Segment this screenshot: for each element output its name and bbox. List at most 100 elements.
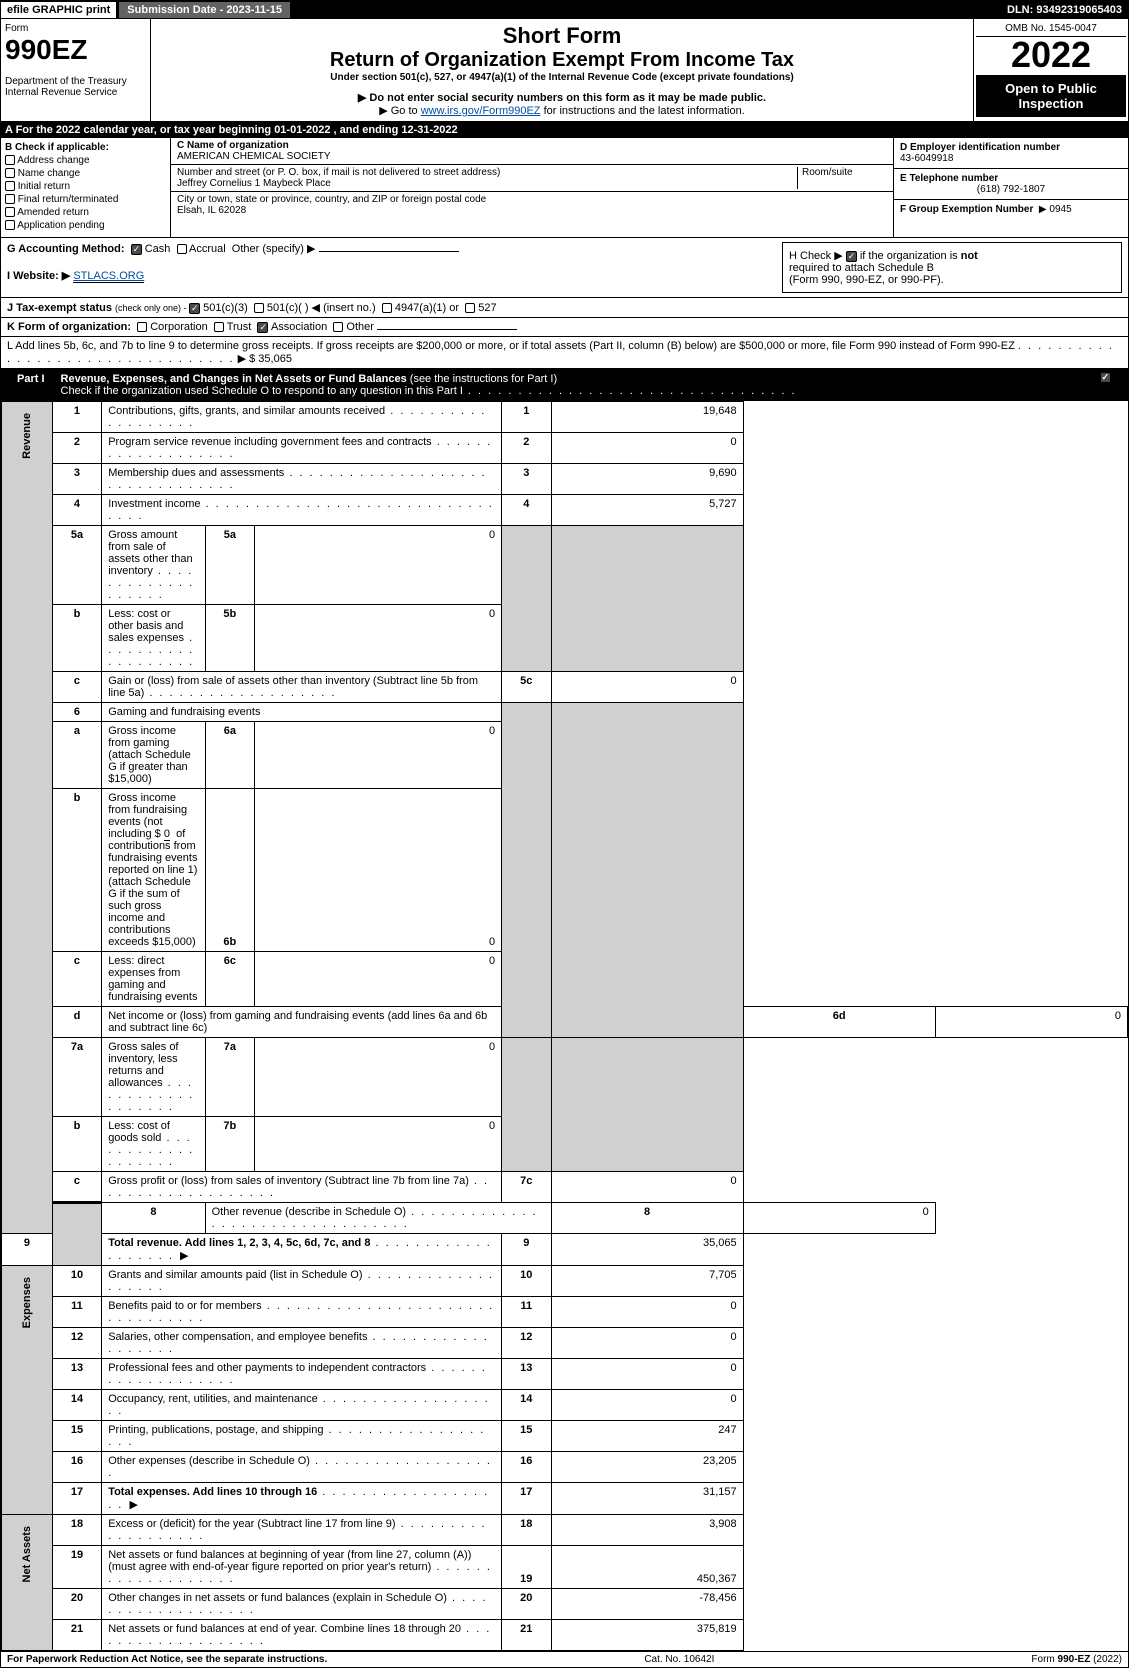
i-website-label: I Website: ▶ <box>7 270 70 282</box>
section-b: B Check if applicable: Address change Na… <box>1 138 1128 238</box>
val-14: 0 <box>551 1390 743 1421</box>
form-container: efile GRAPHIC print Submission Date - 20… <box>0 0 1129 1668</box>
k-row: K Form of organization: Corporation Trus… <box>1 318 1128 337</box>
part1-label: Part I <box>9 371 53 399</box>
lines-table: Revenue 1 Contributions, gifts, grants, … <box>1 401 1128 1651</box>
note-goto-pre: ▶ Go to <box>379 105 420 117</box>
val-7b: 0 <box>255 1117 502 1172</box>
d-ein-value: 43-6049918 <box>900 153 953 164</box>
efile-label[interactable]: efile GRAPHIC print <box>1 2 118 18</box>
cbx-501c[interactable] <box>254 303 264 313</box>
cbx-cash[interactable] <box>131 244 142 255</box>
b-checkboxes: B Check if applicable: Address change Na… <box>1 138 171 237</box>
part1-check-text: Check if the organization used Schedule … <box>61 385 463 397</box>
e-phone-label: E Telephone number <box>900 173 998 184</box>
inspection-badge: Open to Public Inspection <box>976 75 1126 117</box>
header: Form 990EZ Department of the Treasury In… <box>1 19 1128 122</box>
cbx-application-pending[interactable] <box>5 220 15 230</box>
k-label: K Form of organization: <box>7 321 131 333</box>
org-name: AMERICAN CHEMICAL SOCIETY <box>177 151 331 162</box>
val-5c: 0 <box>551 672 743 703</box>
side-net: Net Assets <box>21 1518 33 1590</box>
room-suite-label: Room/suite <box>797 167 887 189</box>
f-arrow: ▶ <box>1039 204 1047 215</box>
part1-header: Part I Revenue, Expenses, and Changes in… <box>1 369 1128 401</box>
side-expenses: Expenses <box>21 1269 33 1336</box>
val-21: 375,819 <box>551 1620 743 1651</box>
street-label: Number and street (or P. O. box, if mail… <box>177 167 500 178</box>
cbx-final-return[interactable] <box>5 194 15 204</box>
header-mid: Short Form Return of Organization Exempt… <box>151 19 973 121</box>
val-12: 0 <box>551 1328 743 1359</box>
j-row: J Tax-exempt status (check only one) - 5… <box>1 298 1128 318</box>
department: Department of the Treasury Internal Reve… <box>5 76 146 98</box>
val-5a: 0 <box>255 526 502 605</box>
val-20: -78,456 <box>551 1589 743 1620</box>
b-header: B Check if applicable: <box>5 142 109 153</box>
val-17: 31,157 <box>551 1483 743 1515</box>
val-5b: 0 <box>255 605 502 672</box>
j-label: J Tax-exempt status <box>7 302 112 314</box>
cbx-527[interactable] <box>465 303 475 313</box>
g-label: G Accounting Method: <box>7 243 125 255</box>
note-goto-post: for instructions and the latest informat… <box>541 105 745 117</box>
footer-form: 990-EZ <box>1058 1654 1091 1665</box>
cbx-4947[interactable] <box>382 303 392 313</box>
val-9: 35,065 <box>551 1234 743 1266</box>
other-specify-line[interactable] <box>319 251 459 252</box>
header-left: Form 990EZ Department of the Treasury In… <box>1 19 151 121</box>
website-link[interactable]: STLACS.ORG <box>73 270 144 283</box>
city-label: City or town, state or province, country… <box>177 194 486 205</box>
part1-title: Revenue, Expenses, and Changes in Net As… <box>61 373 407 385</box>
val-4: 5,727 <box>551 495 743 526</box>
c-name-label: C Name of organization <box>177 140 289 151</box>
footer-cat: Cat. No. 10642I <box>327 1654 1031 1665</box>
footer-left: For Paperwork Reduction Act Notice, see … <box>7 1654 327 1665</box>
g-h-row: G Accounting Method: Cash Accrual Other … <box>1 238 1128 298</box>
cbx-name-change[interactable] <box>5 168 15 178</box>
subtitle: Under section 501(c), 527, or 4947(a)(1)… <box>155 72 969 83</box>
street-value: Jeffrey Cornelius 1 Maybeck Place <box>177 178 331 189</box>
cbx-part1-scho[interactable] <box>1100 372 1111 383</box>
val-1: 19,648 <box>551 402 743 433</box>
l-value: 35,065 <box>258 353 292 365</box>
cbx-h-check[interactable] <box>846 251 857 262</box>
cbx-accrual[interactable] <box>177 244 187 254</box>
e-phone-value: (618) 792-1807 <box>900 184 1122 195</box>
val-10: 7,705 <box>551 1266 743 1297</box>
val-2: 0 <box>551 433 743 464</box>
cbx-initial-return[interactable] <box>5 181 15 191</box>
title-return: Return of Organization Exempt From Incom… <box>155 49 969 72</box>
val-3: 9,690 <box>551 464 743 495</box>
header-right: OMB No. 1545-0047 2022 Open to Public In… <box>973 19 1128 121</box>
cbx-501c3[interactable] <box>189 303 200 314</box>
f-group-label: F Group Exemption Number <box>900 204 1033 215</box>
f-group-value: 0945 <box>1049 204 1071 215</box>
cbx-amended-return[interactable] <box>5 207 15 217</box>
val-7a: 0 <box>255 1038 502 1117</box>
val-19: 450,367 <box>551 1546 743 1589</box>
cbx-address-change[interactable] <box>5 155 15 165</box>
cbx-other-org[interactable] <box>333 322 343 332</box>
c-block: C Name of organization AMERICAN CHEMICAL… <box>171 138 893 237</box>
note-ssn: ▶ Do not enter social security numbers o… <box>358 92 766 104</box>
val-6d: 0 <box>935 1007 1127 1038</box>
title-short-form: Short Form <box>155 23 969 49</box>
cbx-assoc[interactable] <box>257 322 268 333</box>
d-ein-label: D Employer identification number <box>900 142 1060 153</box>
val-13: 0 <box>551 1359 743 1390</box>
cbx-corp[interactable] <box>137 322 147 332</box>
val-11: 0 <box>551 1297 743 1328</box>
val-18: 3,908 <box>551 1515 743 1546</box>
val-15: 247 <box>551 1421 743 1452</box>
tax-year: 2022 <box>976 37 1126 73</box>
right-block: D Employer identification number 43-6049… <box>893 138 1128 237</box>
l-row: L Add lines 5b, 6c, and 7b to line 9 to … <box>1 337 1128 369</box>
irs-link[interactable]: www.irs.gov/Form990EZ <box>421 105 541 117</box>
other-org-line[interactable] <box>377 329 517 330</box>
cbx-trust[interactable] <box>214 322 224 332</box>
city-value: Elsah, IL 62028 <box>177 205 246 216</box>
val-16: 23,205 <box>551 1452 743 1483</box>
val-6b: 0 <box>255 789 502 952</box>
side-revenue: Revenue <box>21 405 33 467</box>
